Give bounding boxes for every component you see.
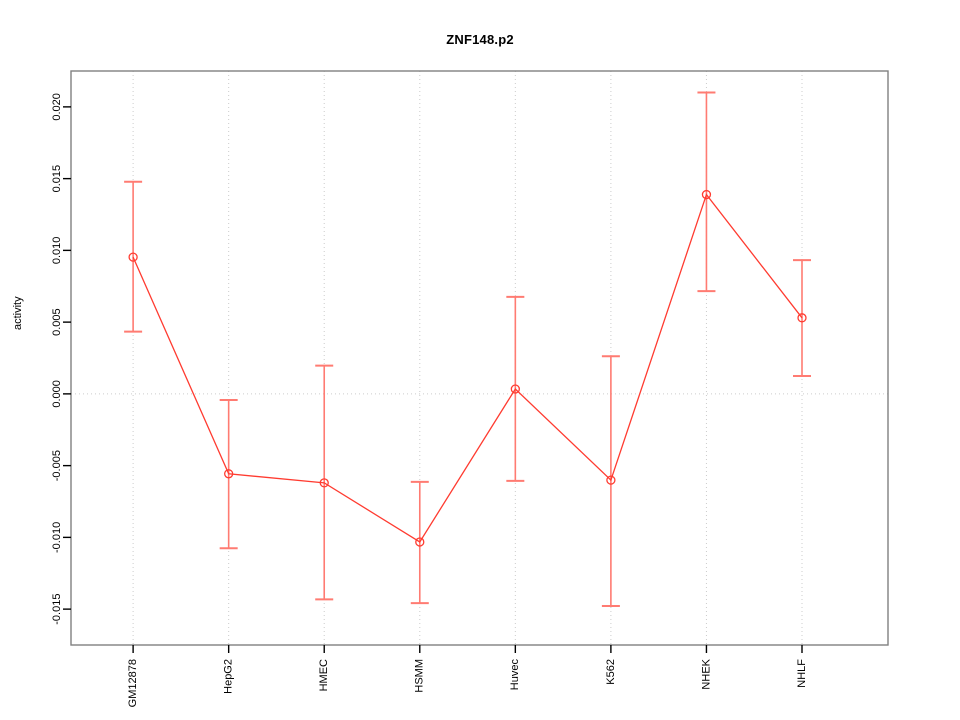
x-tick-label: NHEK [700,658,712,689]
y-tick-labels: 0.020 0.015 0.010 0.005 0.000 -0.005 -0.010 -0.… [51,93,63,625]
x-axis-ticks [132,645,803,653]
series-markers [128,189,807,547]
data-point-marker [128,252,138,262]
grid-lines [132,71,803,645]
x-tick-label: K562 [605,659,617,685]
y-tick-label: 0.010 [51,237,63,265]
x-tick-label: Huvec [509,659,521,691]
error-bars [124,91,811,607]
y-tick-label: -0.010 [51,522,63,553]
plot-frame [70,70,889,646]
y-axis-ticks [63,106,71,610]
data-point-marker [224,469,234,479]
x-tick-labels: GM12878 HepG2 HMEC HSMM Huvec K562 NHEK NHLF [127,658,808,707]
y-tick-label: 0.015 [51,165,63,193]
chart-title: ZNF148.p2 [446,32,514,47]
series-line [132,193,803,543]
x-tick-label: GM12878 [127,659,139,707]
x-tick-label: HMEC [318,659,330,691]
y-tick-label: -0.015 [51,594,63,625]
y-tick-label: 0.000 [51,380,63,408]
x-tick-label: NHLF [796,659,808,688]
y-tick-label: -0.005 [51,450,63,481]
data-point-marker [701,189,712,200]
data-point-marker [606,475,616,485]
x-tick-label: HSMM [414,659,426,693]
y-tick-label: 0.020 [51,93,63,121]
data-point-marker [319,478,329,488]
data-point-marker [415,537,425,547]
data-point-marker [797,313,807,323]
y-tick-label: 0.005 [51,308,63,336]
plot-border [70,70,889,646]
x-tick-label: HepG2 [223,659,235,694]
data-line [132,193,803,543]
data-point-marker [510,384,520,394]
